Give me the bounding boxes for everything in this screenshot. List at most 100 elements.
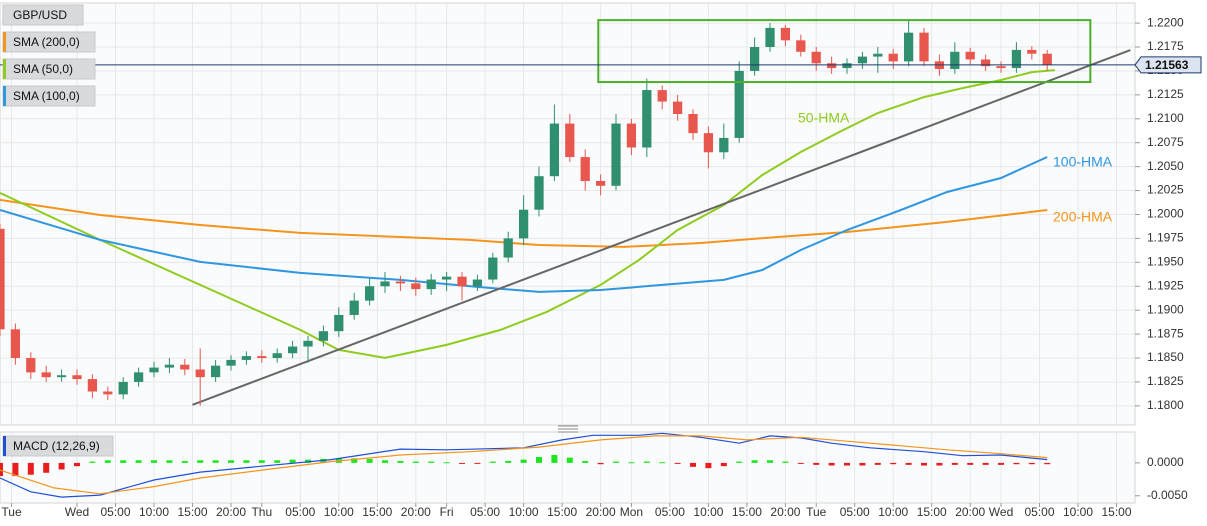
histogram-bar: [12, 462, 19, 477]
candle-body: [703, 133, 714, 153]
histogram-bar: [643, 461, 650, 463]
candle-body: [549, 123, 560, 177]
candle-body: [457, 276, 467, 287]
histogram-bar: [690, 462, 697, 467]
histogram-bar: [166, 460, 173, 463]
y-tick-label: 1.2000: [1147, 207, 1184, 221]
candle-body: [888, 53, 898, 62]
histogram-bar: [674, 462, 681, 464]
candle-body: [688, 114, 698, 134]
histogram-bar: [89, 461, 96, 463]
candle-body: [765, 27, 775, 48]
candle-body: [380, 281, 390, 287]
current-price-box: [1134, 56, 1202, 74]
x-tick-label: 15:00: [362, 505, 392, 519]
y-tick-label: 1.1900: [1147, 302, 1184, 316]
candle-body: [903, 32, 914, 62]
candle-body: [272, 353, 282, 359]
histogram-bar: [613, 461, 620, 463]
legend-label: GBP/USD: [13, 8, 67, 22]
ma-line: [0, 198, 1048, 248]
x-tick-label: 10:00: [1063, 505, 1093, 519]
y-tick-label: 1.1875: [1147, 326, 1184, 340]
x-tick-label: 05:00: [470, 505, 500, 519]
candle-body: [842, 63, 852, 69]
candle-body: [1042, 53, 1052, 66]
x-tick-label: 05:00: [100, 505, 130, 519]
histogram-bar: [27, 462, 34, 475]
legend-label: SMA (100,0): [13, 89, 80, 103]
histogram-bar: [505, 460, 512, 463]
candle-body: [518, 209, 529, 239]
histogram-bar: [1044, 462, 1051, 465]
histogram-bar: [351, 458, 358, 463]
x-tick-label: Thu: [251, 505, 272, 519]
x-tick-label: 10:00: [324, 505, 354, 519]
histogram-bar: [1013, 462, 1020, 465]
x-tick-label: 15:00: [732, 505, 762, 519]
x-tick-label: 10:00: [693, 505, 723, 519]
ma-line: [0, 156, 1048, 293]
candle-body: [334, 314, 344, 332]
histogram-bar: [797, 462, 804, 464]
candle-body: [56, 375, 67, 378]
histogram-bar: [74, 462, 81, 467]
legend-label: MACD (12,26,9): [13, 439, 100, 453]
candle-body: [626, 123, 637, 148]
candle-body: [395, 281, 406, 284]
candle-body: [10, 329, 21, 359]
candle-body: [642, 90, 652, 148]
y-tick-label: 1.2200: [1147, 15, 1184, 29]
y-tick-label: 1.2025: [1147, 183, 1184, 197]
candle-body: [534, 176, 544, 210]
histogram-bar: [120, 460, 127, 463]
macd-line: [0, 435, 1048, 495]
legend-swatch: [3, 59, 6, 79]
legend-label: SMA (200,0): [13, 35, 80, 49]
x-tick-label: 20:00: [586, 505, 616, 519]
x-tick-label: 15:00: [177, 505, 207, 519]
histogram-bar: [474, 462, 481, 464]
legend-swatch: [3, 86, 6, 106]
histogram-bar: [243, 460, 250, 463]
histogram-bar: [366, 458, 373, 463]
y-tick-label: 1.1950: [1147, 254, 1184, 268]
histogram-bar: [212, 460, 219, 463]
candle-body: [826, 63, 837, 69]
histogram-bar: [228, 460, 235, 463]
histogram-bar: [751, 460, 758, 463]
histogram-bar: [520, 459, 527, 463]
candle-body: [919, 32, 929, 62]
candle-body: [195, 369, 205, 378]
panel-handle[interactable]: [558, 425, 578, 433]
candle-body: [565, 123, 575, 158]
candle-body: [241, 356, 252, 360]
candle-body: [719, 137, 729, 153]
x-tick-label: 10:00: [139, 505, 169, 519]
x-tick-label: 05:00: [840, 505, 870, 519]
histogram-bar: [582, 460, 589, 463]
histogram-bar: [936, 462, 943, 466]
histogram-bar: [890, 462, 897, 465]
histogram-bar: [289, 459, 296, 463]
candle-body: [180, 364, 190, 370]
histogram-bar: [998, 462, 1005, 465]
y-tick-label: 1.2075: [1147, 135, 1184, 149]
histogram-bar: [967, 462, 974, 465]
histogram-bar: [397, 460, 404, 463]
trendline: [192, 49, 1131, 406]
candle-body: [103, 391, 113, 395]
candle-body: [873, 53, 883, 57]
x-tick-label: Tue: [1, 505, 22, 519]
candle-body: [303, 340, 313, 347]
candle-body: [857, 56, 868, 64]
histogram-bar: [258, 460, 265, 463]
histogram-bar: [274, 460, 281, 463]
x-tick-label: 15:00: [1102, 505, 1132, 519]
candle-body: [210, 365, 221, 378]
histogram-bar: [0, 462, 3, 477]
candle-body: [72, 375, 82, 380]
ma-label: 100-HMA: [1053, 154, 1113, 170]
candle-body: [657, 90, 667, 102]
histogram-bar: [982, 462, 989, 465]
